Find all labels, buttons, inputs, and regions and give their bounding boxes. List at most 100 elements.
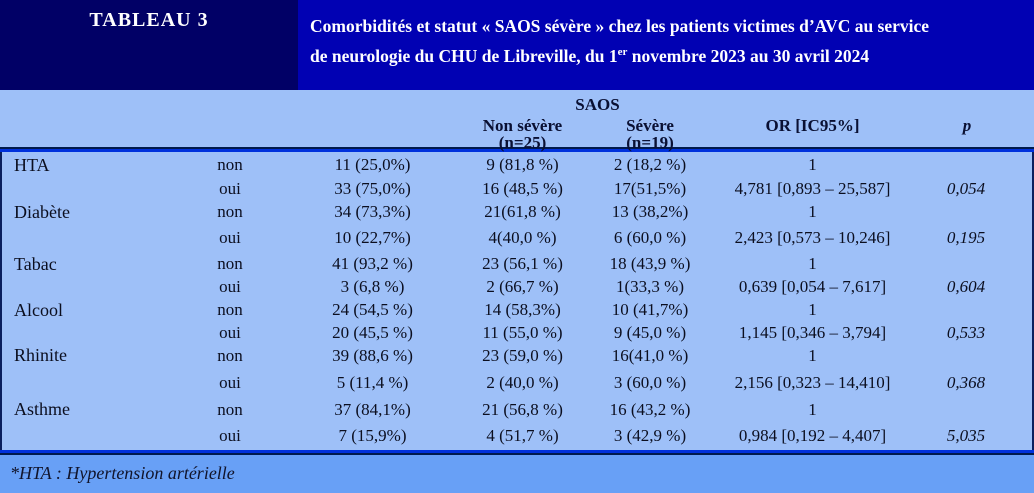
non-severe-cell: 16 (48,5 %) xyxy=(482,179,563,198)
total-cell: 3 (6,8 %) xyxy=(340,277,405,296)
footnote-text: *HTA : Hypertension artérielle xyxy=(10,463,235,483)
table-row: Asthme non 37 (84,1%) 21 (56,8 %) 16 (43,2 %… xyxy=(2,397,1032,422)
table-row: Tabac non 41 (93,2 %) 23 (56,1 %) 18 (43,9 %… xyxy=(2,252,1032,276)
total-cell: 7 (15,9%) xyxy=(338,426,407,445)
divider-top-royal xyxy=(0,149,1034,152)
table-row: Alcool non 24 (54,5 %) 14 (58,3%) 10 (41,7%)… xyxy=(2,298,1032,322)
severe-cell: 13 (38,2%) xyxy=(611,202,689,221)
total-cell: 33 (75,0%) xyxy=(334,179,411,198)
or-cell: 1,145 [0,346 – 3,794] xyxy=(738,322,887,342)
table-title-line2: de neurologie du CHU de Libreville, du 1… xyxy=(310,45,870,66)
table-title: Comorbidités et statut « SAOS sévère » c… xyxy=(298,0,1034,90)
non-severe-cell: 11 (55,0 %) xyxy=(482,322,563,342)
p-cell: 0,533 xyxy=(946,322,986,342)
level-cell: oui xyxy=(219,179,241,198)
or-cell: 2,156 [0,323 – 14,410] xyxy=(734,372,891,392)
column-header-non-severe: Non sévère (n=25) xyxy=(482,116,563,152)
table-row: oui 33 (75,0%) 16 (48,5 %) 17(51,5%) 4,781 [… xyxy=(2,178,1032,200)
total-cell: 11 (25,0%) xyxy=(334,155,411,174)
or-cell: 1 xyxy=(808,254,817,273)
non-severe-cell: 21 (56,8 %) xyxy=(482,399,563,419)
severe-cell: 6 (60,0 %) xyxy=(613,228,687,247)
total-cell: 24 (54,5 %) xyxy=(332,300,413,319)
p-cell: 0,368 xyxy=(946,372,986,392)
level-cell: non xyxy=(217,399,243,419)
level-cell: non xyxy=(217,300,243,319)
superscript-er: er xyxy=(617,46,628,58)
level-cell: oui xyxy=(219,322,241,342)
table-row: oui 20 (45,5 %) 11 (55,0 %) 9 (45,0 %) 1,145… xyxy=(2,322,1032,343)
severe-cell: 16 (43,2 %) xyxy=(609,399,691,419)
total-cell: 20 (45,5 %) xyxy=(332,322,413,342)
severe-cell: 9 (45,0 %) xyxy=(613,322,687,342)
or-cell: 4,781 [0,893 – 25,587] xyxy=(734,179,891,198)
total-cell: 10 (22,7%) xyxy=(334,228,411,247)
table-row: HTA non 11 (25,0%) 9 (81,8 %) 2 (18,2 %) 1 xyxy=(2,152,1032,178)
severe-cell: 3 (60,0 %) xyxy=(613,372,687,392)
column-header-row: Non sévère (n=25) Sévère (n=19) OR [IC95… xyxy=(0,117,1034,151)
table-number-label: TABLEAU 3 xyxy=(0,0,298,90)
severe-cell: 17(51,5%) xyxy=(613,179,687,198)
table-row: Diabète non 34 (73,3%) 21(61,8 %) 13 (38,2%)… xyxy=(2,200,1032,224)
or-cell: 2,423 [0,573 – 10,246] xyxy=(734,228,891,247)
level-cell: non xyxy=(217,155,243,174)
p-cell: 0,195 xyxy=(946,228,986,247)
table-row: Rhinite non 39 (88,6 %) 23 (59,0 %) 16(41,0 … xyxy=(2,343,1032,368)
severe-cell: 10 (41,7%) xyxy=(611,300,689,319)
non-severe-cell: 9 (81,8 %) xyxy=(486,155,559,174)
severe-cell: 1(33,3 %) xyxy=(616,277,684,296)
footnote-band: *HTA : Hypertension artérielle xyxy=(0,455,1034,493)
non-severe-cell: 14 (58,3%) xyxy=(484,300,561,319)
severe-cell: 3 (42,9 %) xyxy=(613,426,687,445)
or-cell: 0,984 [0,192 – 4,407] xyxy=(738,426,887,445)
group-header-saos: SAOS xyxy=(575,95,620,114)
total-cell: 41 (93,2 %) xyxy=(332,254,413,273)
group-header-row: SAOS xyxy=(0,95,1034,115)
variable-cell: Rhinite xyxy=(14,345,67,365)
table-body: HTA non 11 (25,0%) 9 (81,8 %) 2 (18,2 %) 1 oui… xyxy=(0,152,1034,450)
table-row: oui 7 (15,9%) 4 (51,7 %) 3 (42,9 %) 0,984 [0… xyxy=(2,422,1032,450)
level-cell: non xyxy=(217,254,243,273)
column-header-severe: Sévère (n=19) xyxy=(626,116,674,152)
non-severe-cell: 23 (56,1 %) xyxy=(482,254,563,273)
level-cell: oui xyxy=(219,277,241,296)
divider-bottom-royal xyxy=(0,450,1034,453)
table-header: SAOS Non sévère (n=25) Sévère (n=19) OR … xyxy=(0,90,1034,151)
or-cell: 1 xyxy=(808,155,817,174)
severe-cell: 18 (43,9 %) xyxy=(609,254,691,273)
or-cell: 1 xyxy=(808,202,817,221)
level-cell: non xyxy=(217,202,243,221)
severe-cell: 2 (18,2 %) xyxy=(613,155,687,174)
divider-bottom-navy xyxy=(0,453,1034,455)
table-row: oui 5 (11,4 %) 2 (40,0 %) 3 (60,0 %) 2,156 [… xyxy=(2,368,1032,397)
or-cell: 1 xyxy=(808,345,817,365)
header-band: TABLEAU 3 Comorbidités et statut « SAOS … xyxy=(0,0,1034,90)
table-row: oui 10 (22,7%) 4(40,0 %) 6 (60,0 %) 2,423 [0… xyxy=(2,224,1032,252)
divider-top-navy xyxy=(0,147,1034,149)
p-cell: 5,035 xyxy=(946,426,986,445)
level-cell: oui xyxy=(219,426,241,445)
level-cell: oui xyxy=(219,372,241,392)
table-row: oui 3 (6,8 %) 2 (66,7 %) 1(33,3 %) 0,639 [0,… xyxy=(2,276,1032,298)
level-cell: non xyxy=(217,345,243,365)
p-cell: 0,604 xyxy=(946,277,986,296)
column-header-p: p xyxy=(962,116,972,135)
level-cell: oui xyxy=(219,228,241,247)
total-cell: 34 (73,3%) xyxy=(334,202,411,221)
variable-cell: Asthme xyxy=(14,399,70,419)
non-severe-cell: 2 (40,0 %) xyxy=(486,372,559,392)
table-title-line1: Comorbidités et statut « SAOS sévère » c… xyxy=(310,16,930,36)
column-header-or: OR [IC95%] xyxy=(765,116,860,135)
or-cell: 1 xyxy=(808,399,817,419)
non-severe-cell: 2 (66,7 %) xyxy=(486,277,559,296)
total-cell: 37 (84,1%) xyxy=(334,399,411,419)
non-severe-cell: 4 (51,7 %) xyxy=(486,426,559,445)
variable-cell: Diabète xyxy=(14,201,70,222)
severe-cell: 16(41,0 %) xyxy=(611,345,689,365)
variable-cell: Alcool xyxy=(14,299,63,320)
non-severe-cell: 21(61,8 %) xyxy=(484,202,561,221)
variable-cell: HTA xyxy=(14,154,50,175)
non-severe-cell: 23 (59,0 %) xyxy=(482,345,563,365)
p-cell: 0,054 xyxy=(946,179,986,198)
